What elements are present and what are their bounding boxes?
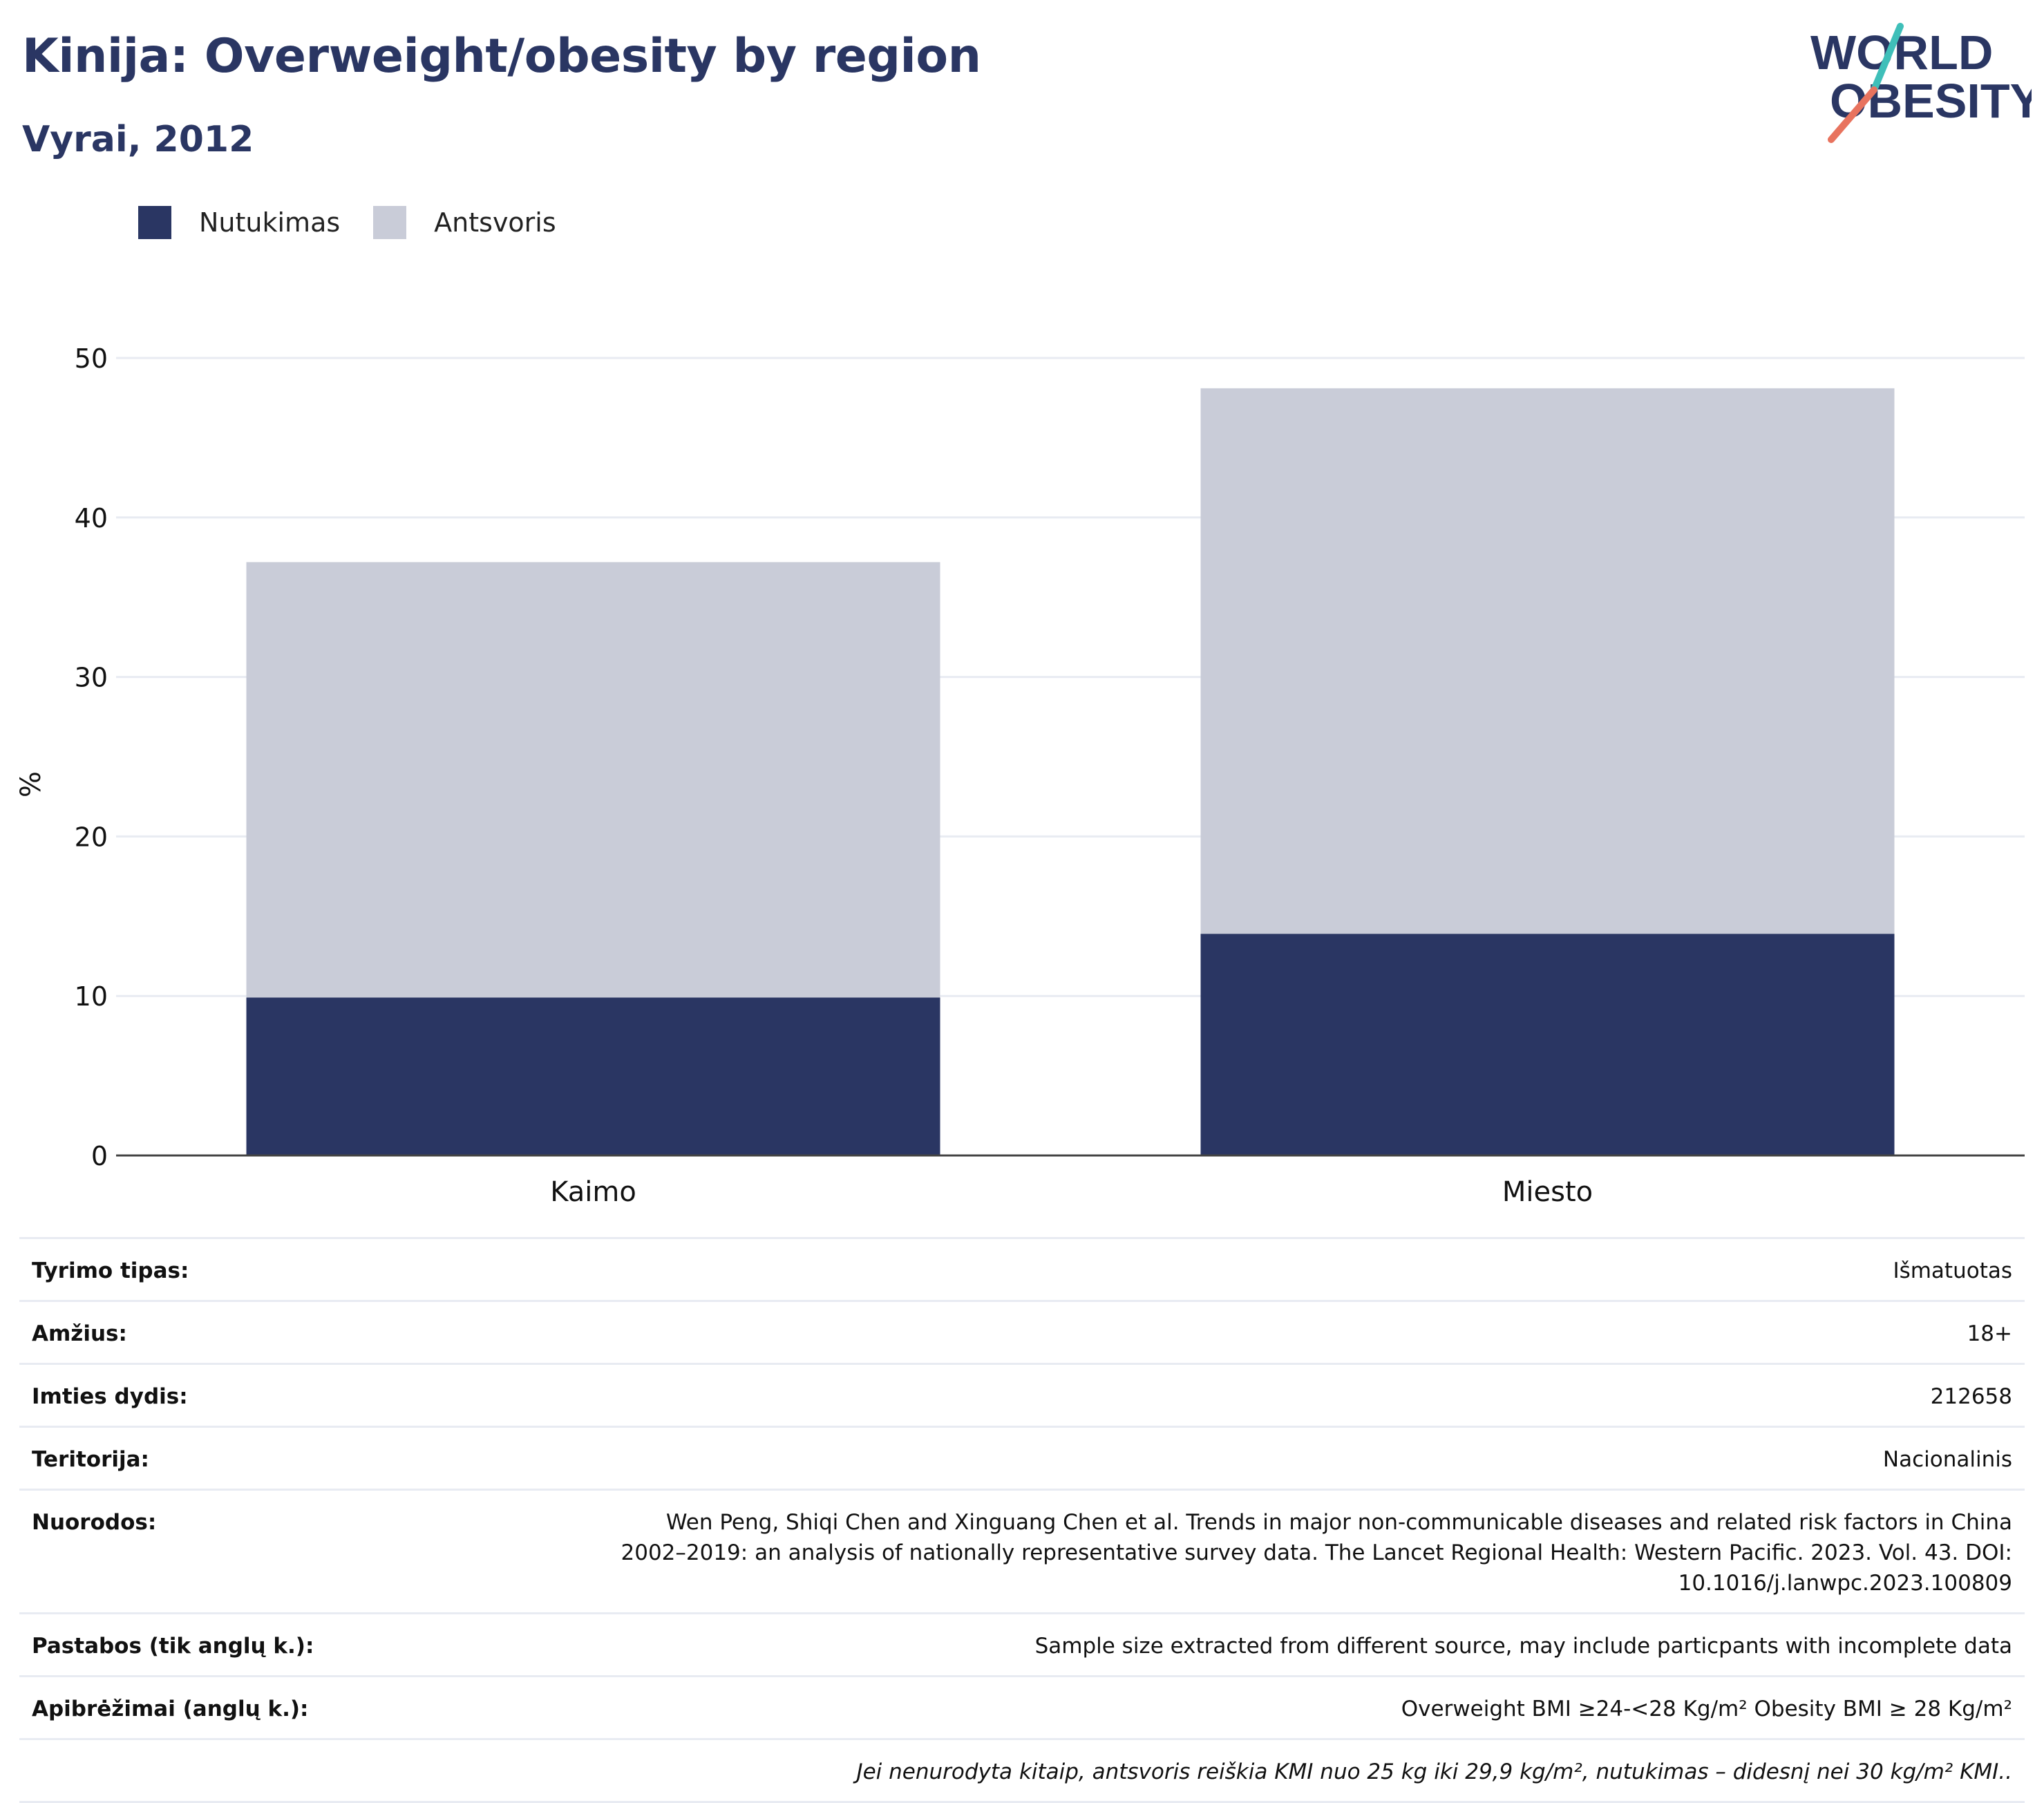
meta-row: Nuorodos: Wen Peng, Shiqi Chen and Xingua… bbox=[19, 1489, 2025, 1612]
meta-row: Apibrėžimai (anglų k.): Overweight BMI ≥2… bbox=[19, 1675, 2025, 1738]
legend-item-obesity[interactable]: Nutukimas bbox=[138, 206, 340, 239]
chart-title: Kinija: Overweight/obesity by region bbox=[22, 29, 981, 84]
meta-row: Amžius: 18+ bbox=[19, 1300, 2025, 1363]
chart-subtitle: Vyrai, 2012 bbox=[22, 119, 254, 160]
bar-obesity-kaimo[interactable] bbox=[246, 997, 940, 1155]
meta-footnote: Jei nenurodyta kitaip, antsvoris reiškia… bbox=[19, 1738, 2025, 1803]
legend-swatch-obesity bbox=[138, 206, 171, 239]
legend-label-overweight: Antsvoris bbox=[434, 207, 556, 238]
meta-key: Nuorodos: bbox=[32, 1510, 157, 1535]
metadata-table: Tyrimo tipas: Išmatuotas Amžius: 18+ Imties … bbox=[19, 1237, 2025, 1803]
meta-value: Išmatuotas bbox=[1893, 1258, 2012, 1283]
meta-value: 212658 bbox=[1930, 1384, 2012, 1409]
y-axis-ticks: 0 10 20 30 40 50 bbox=[75, 343, 108, 1171]
meta-row: Tyrimo tipas: Išmatuotas bbox=[19, 1237, 2025, 1300]
bar-obesity-miesto[interactable] bbox=[1200, 934, 1895, 1155]
meta-key: Imties dydis: bbox=[32, 1384, 188, 1409]
y-tick-label: 10 bbox=[75, 981, 108, 1012]
legend: Nutukimas Antsvoris bbox=[138, 206, 589, 239]
bar-overweight-miesto[interactable] bbox=[1200, 388, 1895, 934]
logo-line1: WORLD bbox=[1810, 26, 1993, 79]
meta-row: Pastabos (tik anglų k.): Sample size extr… bbox=[19, 1612, 2025, 1675]
meta-key: Pastabos (tik anglų k.): bbox=[32, 1634, 314, 1659]
bars bbox=[246, 388, 1895, 1155]
meta-value: Wen Peng, Shiqi Chen and Xinguang Chen e… bbox=[621, 1510, 2013, 1596]
meta-row: Imties dydis: 212658 bbox=[19, 1363, 2025, 1426]
meta-key: Tyrimo tipas: bbox=[32, 1258, 189, 1283]
meta-value: Sample size extracted from different sou… bbox=[1034, 1634, 2012, 1659]
x-axis-ticks: Kaimo Miesto bbox=[116, 1154, 2025, 1202]
meta-row: Teritorija: Nacionalinis bbox=[19, 1426, 2025, 1489]
bar-chart: 0 10 20 30 40 50 Kaimo Miesto % bbox=[15, 343, 2025, 1202]
world-obesity-logo: WORLD OBESITY bbox=[1810, 23, 2032, 143]
logo-slash-coral bbox=[1828, 86, 1877, 143]
bar-overweight-kaimo[interactable] bbox=[246, 562, 940, 998]
meta-key: Teritorija: bbox=[32, 1447, 149, 1472]
meta-value: Overweight BMI ≥24-<28 Kg/m² Obesity BMI… bbox=[1401, 1697, 2012, 1721]
logo-slash-teal bbox=[1871, 23, 1904, 93]
meta-footnote-text: Jei nenurodyta kitaip, antsvoris reiškia… bbox=[856, 1759, 2012, 1784]
y-tick-label: 30 bbox=[75, 663, 108, 693]
meta-value: Nacionalinis bbox=[1882, 1447, 2012, 1472]
x-tick-label: Miesto bbox=[1502, 1176, 1593, 1202]
x-tick-label: Kaimo bbox=[550, 1176, 636, 1202]
y-tick-label: 50 bbox=[75, 343, 108, 374]
legend-swatch-overweight bbox=[373, 206, 407, 239]
y-axis-label: % bbox=[15, 771, 47, 797]
legend-label-obesity: Nutukimas bbox=[199, 207, 341, 238]
y-tick-label: 20 bbox=[75, 822, 108, 852]
legend-item-overweight[interactable]: Antsvoris bbox=[373, 206, 556, 239]
meta-key: Amžius: bbox=[32, 1321, 127, 1346]
y-tick-label: 0 bbox=[91, 1141, 108, 1171]
meta-key: Apibrėžimai (anglų k.): bbox=[32, 1697, 309, 1721]
y-tick-label: 40 bbox=[75, 503, 108, 534]
meta-value: 18+ bbox=[1967, 1321, 2012, 1346]
